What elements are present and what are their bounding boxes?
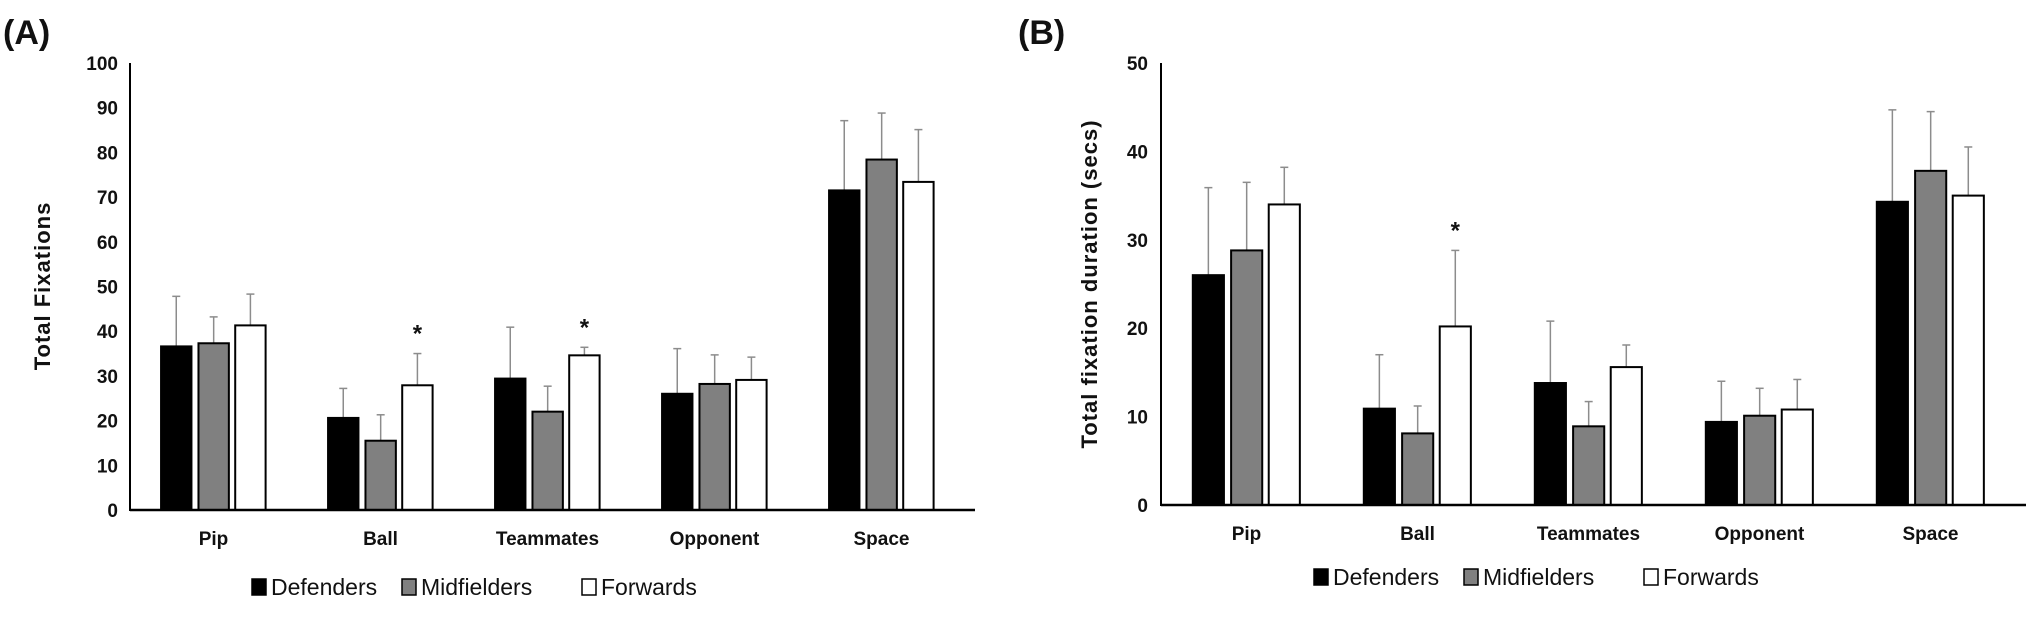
chart-a: (A) Total Fixations 0 10 20 30 40 50 60 70 80 90 1… (3, 14, 975, 600)
bar-forwards (568, 354, 601, 512)
legend-item-forwards: Forwards (1643, 564, 1759, 590)
bar-forwards (1438, 325, 1472, 506)
bar-forwards (735, 378, 768, 511)
y-tick-label: 40 (1127, 142, 1148, 163)
bar-midfielders (531, 410, 564, 511)
legend-swatch (581, 578, 597, 596)
legend-label: Forwards (1663, 564, 1759, 590)
bar-defenders (1704, 420, 1738, 506)
panel-label-b: (B) (1018, 14, 1065, 52)
legend-item-midfielders: Midfielders (1463, 564, 1594, 590)
x-tick-label: Pip (199, 529, 229, 550)
x-tick-label: Space (1903, 524, 1959, 545)
y-tick-label: 20 (97, 412, 118, 433)
y-tick-label: 40 (97, 322, 118, 343)
y-tick-label: 60 (97, 233, 118, 254)
legend-item-forwards: Forwards (581, 574, 697, 600)
bar-defenders (828, 189, 861, 512)
bar-defenders (1533, 382, 1567, 506)
y-tick-label: 10 (1127, 408, 1148, 429)
bar-midfielders (364, 439, 397, 511)
x-tick-label: Teammates (1537, 524, 1640, 545)
y-tick-label: 80 (97, 143, 118, 164)
bar-midfielders (1914, 169, 1948, 507)
bar-forwards (234, 324, 267, 511)
y-tick-label: 100 (86, 54, 118, 75)
significance-marker: * (580, 314, 590, 341)
bar-midfielders (865, 158, 898, 511)
legend-label: Forwards (601, 574, 697, 600)
bar-forwards (1780, 408, 1814, 507)
y-tick-label: 90 (97, 99, 118, 120)
bar-forwards (1267, 203, 1301, 506)
significance-marker: * (1451, 217, 1461, 244)
y-tick-label: 20 (1127, 319, 1148, 340)
y-tick-label: 30 (97, 367, 118, 388)
legend-item-defenders: Defenders (1313, 564, 1439, 590)
bar-defenders (1191, 274, 1225, 506)
bar-defenders (327, 416, 360, 511)
y-tick-label: 30 (1127, 231, 1148, 252)
bar-defenders (1362, 407, 1396, 507)
bar-defenders (661, 392, 694, 511)
x-tick-label: Opponent (670, 529, 760, 550)
legend-swatch (1313, 568, 1329, 586)
bar-forwards (1951, 194, 1985, 506)
legend-swatch (251, 578, 267, 596)
y-axis-title-b: Total fixation duration (secs) (1077, 119, 1102, 448)
y-tick-label: 50 (97, 278, 118, 299)
x-tick-label: Space (854, 529, 910, 550)
y-tick-label: 0 (107, 501, 118, 522)
bar-forwards (401, 384, 434, 511)
bar-midfielders (698, 382, 731, 512)
bar-midfielders (1572, 425, 1606, 507)
x-tick-label: Opponent (1715, 524, 1805, 545)
y-tick-label: 70 (97, 188, 118, 209)
bar-defenders (160, 345, 193, 512)
chart-b: (B) Total fixation duration (secs) 0 10 20… (1018, 14, 2026, 590)
y-axis-title-a: Total Fixations (30, 202, 55, 371)
bar-midfielders (197, 342, 230, 512)
legend-label: Midfielders (421, 574, 532, 600)
legend-swatch (1463, 568, 1479, 586)
legend-label: Defenders (271, 574, 377, 600)
bar-defenders (494, 377, 527, 511)
bar-midfielders (1743, 414, 1777, 506)
y-tick-label: 0 (1137, 496, 1148, 517)
legend-label: Defenders (1333, 564, 1439, 590)
panel-label-a: (A) (3, 14, 50, 52)
x-tick-label: Teammates (496, 529, 599, 550)
significance-marker: * (413, 321, 423, 348)
x-tick-label: Ball (363, 529, 398, 550)
legend-label: Midfielders (1483, 564, 1594, 590)
legend-item-midfielders: Midfielders (401, 574, 532, 600)
bar-forwards (902, 180, 935, 511)
legend-swatch (1643, 568, 1659, 586)
legend-swatch (401, 578, 417, 596)
y-tick-label: 50 (1127, 54, 1148, 75)
legend-item-defenders: Defenders (251, 574, 377, 600)
x-tick-label: Pip (1232, 524, 1262, 545)
bar-defenders (1875, 200, 1909, 506)
bar-midfielders (1401, 432, 1435, 506)
x-tick-label: Ball (1400, 524, 1435, 545)
bar-midfielders (1230, 249, 1264, 506)
y-tick-label: 10 (97, 456, 118, 477)
bar-forwards (1609, 366, 1643, 507)
